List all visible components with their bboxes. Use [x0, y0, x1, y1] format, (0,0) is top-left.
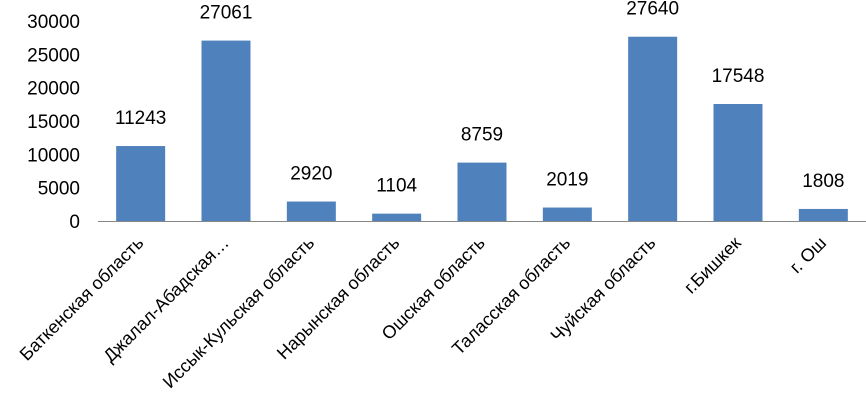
bar: [286, 201, 336, 221]
bar: [116, 146, 166, 221]
category-label: г.Бишкек: [680, 233, 745, 298]
bar: [457, 162, 507, 221]
data-label: 2920: [290, 164, 332, 185]
data-label: 11243: [115, 108, 166, 129]
data-label: 1104: [376, 176, 417, 197]
y-tick-label: 10000: [27, 145, 80, 166]
y-axis-tick-labels: 0 5000 10000 15000 20000 25000 30000: [27, 12, 80, 233]
data-labels: 11243 27061 2920 1104 8759 2019 27640 17548 1808: [115, 0, 845, 197]
data-label: 1808: [802, 171, 844, 192]
y-tick-label: 25000: [27, 45, 80, 66]
category-label: Иссык-Кульская область: [159, 233, 318, 392]
data-label: 27640: [626, 0, 679, 20]
bar: [628, 36, 678, 221]
bar: [798, 208, 848, 221]
bars: [116, 36, 848, 221]
y-tick-label: 15000: [27, 112, 80, 133]
y-tick-label: 30000: [27, 12, 80, 33]
data-label: 2019: [546, 170, 588, 191]
bar: [372, 213, 422, 221]
category-labels: Баткенская областьДжалал-Абадская…Иссык-…: [16, 233, 830, 392]
bar: [542, 207, 592, 221]
data-label: 8759: [461, 125, 503, 146]
category-label: г. Ош: [786, 233, 830, 277]
bar: [201, 40, 251, 221]
y-tick-label: 5000: [38, 179, 80, 200]
data-label: 17548: [712, 66, 765, 87]
bar: [713, 104, 763, 221]
y-tick-label: 20000: [27, 79, 80, 100]
data-label: 27061: [200, 3, 253, 24]
y-tick-label: 0: [69, 212, 80, 233]
